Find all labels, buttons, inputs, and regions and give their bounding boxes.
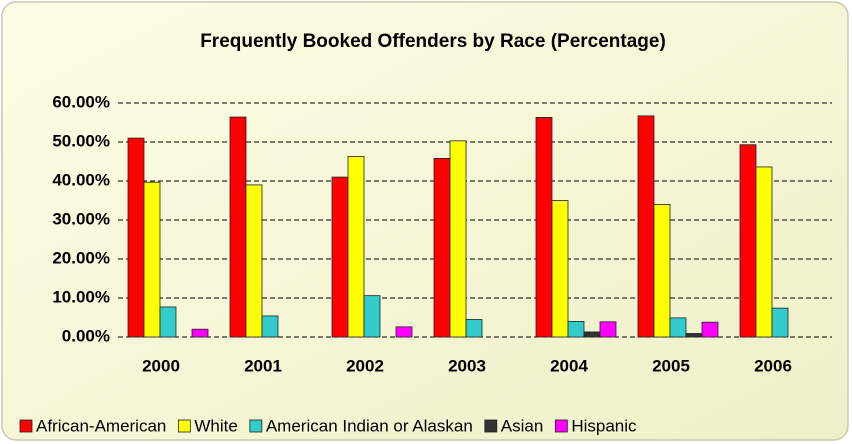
bar (685, 333, 703, 338)
legend-swatch (249, 419, 263, 433)
bar (567, 320, 585, 338)
y-tick-label: 40.00% (52, 170, 110, 189)
bar (701, 321, 719, 338)
legend-label: African-American (36, 416, 166, 435)
x-tick-label: 2002 (346, 356, 384, 375)
legend-label: Hispanic (571, 416, 637, 435)
x-tick-label: 2004 (550, 356, 588, 375)
x-tick-label: 2006 (754, 356, 792, 375)
legend-swatch (484, 419, 498, 433)
legend-swatch (177, 419, 191, 433)
bar (535, 117, 553, 338)
y-tick-label: 50.00% (52, 131, 110, 150)
legend-swatch (19, 419, 33, 433)
bar (229, 116, 247, 338)
bar (551, 200, 569, 338)
y-tick-label: 10.00% (52, 287, 110, 306)
chart-title: Frequently Booked Offenders by Race (Per… (200, 31, 666, 52)
bar (191, 328, 209, 338)
bar (395, 326, 413, 338)
bar (245, 184, 263, 338)
y-tick-label: 20.00% (52, 248, 110, 267)
y-tick-label: 30.00% (52, 209, 110, 228)
bar (449, 140, 467, 338)
bar (739, 144, 757, 338)
y-tick-label: 0.00% (62, 326, 110, 345)
bar (331, 176, 349, 338)
x-tick-label: 2005 (652, 356, 690, 375)
legend-label: Asian (501, 416, 544, 435)
bar (347, 156, 365, 338)
bar (159, 306, 177, 338)
bar (261, 315, 279, 338)
bar (771, 307, 789, 338)
bar (143, 181, 161, 338)
bar (637, 115, 655, 338)
legend-swatch (554, 419, 568, 433)
bar (669, 317, 687, 338)
bar (599, 321, 617, 338)
legend-label: White (194, 416, 237, 435)
x-tick-label: 2001 (244, 356, 282, 375)
legend-label: American Indian or Alaskan (266, 416, 473, 435)
bar (653, 203, 671, 338)
bar (583, 331, 601, 338)
y-tick-label: 60.00% (52, 92, 110, 111)
x-tick-label: 2000 (142, 356, 180, 375)
x-tick-label: 2003 (448, 356, 486, 375)
bar (433, 157, 451, 338)
bar (127, 137, 145, 338)
bar (755, 166, 773, 338)
bar (465, 319, 483, 338)
bar (363, 295, 381, 338)
